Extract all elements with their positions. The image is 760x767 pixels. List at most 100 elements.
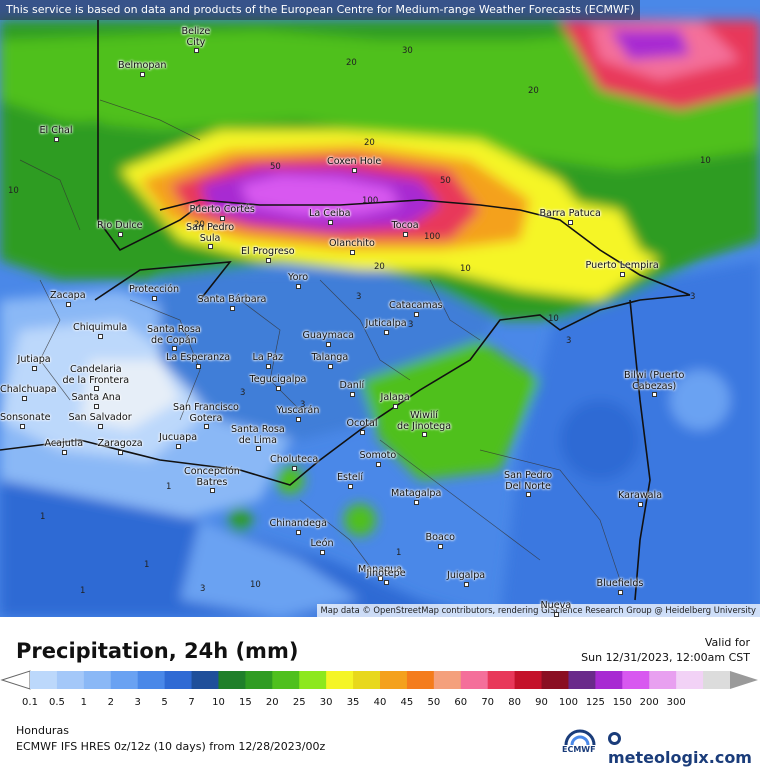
city-marker bbox=[403, 232, 408, 237]
contour-label: 10 bbox=[250, 580, 261, 590]
colorbar-segment bbox=[137, 671, 166, 689]
colorbar-tick-label: 7 bbox=[188, 697, 195, 708]
city-label: El Chal bbox=[39, 125, 73, 136]
city-marker bbox=[352, 168, 357, 173]
contour-label: 1 bbox=[166, 482, 172, 492]
color-scale-bar bbox=[0, 670, 758, 690]
contour-label: 1 bbox=[144, 560, 150, 570]
city-marker bbox=[94, 404, 99, 409]
city-marker bbox=[266, 364, 271, 369]
city-label: Acajutla bbox=[44, 438, 84, 449]
contour-label: 30 bbox=[402, 46, 413, 56]
city-label: Chiquimula bbox=[73, 322, 128, 333]
city-marker bbox=[208, 244, 213, 249]
city-label: El Progreso bbox=[241, 246, 295, 257]
contour-label: 10 bbox=[700, 156, 711, 166]
city-label: Juigalpa bbox=[447, 570, 486, 581]
city-marker bbox=[54, 137, 59, 142]
precipitation-field bbox=[0, 0, 760, 617]
city-marker bbox=[220, 216, 225, 221]
city-marker bbox=[152, 296, 157, 301]
city-marker bbox=[204, 424, 209, 429]
colorbar-tick-label: 200 bbox=[639, 697, 659, 708]
colorbar-segment bbox=[30, 671, 58, 689]
city-label: Guaymaca bbox=[302, 330, 354, 341]
colorbar-tick-label: 300 bbox=[666, 697, 686, 708]
city-marker bbox=[276, 386, 281, 391]
contour-label: 50 bbox=[440, 176, 451, 186]
city-marker bbox=[348, 484, 353, 489]
colorbar-tick-label: 50 bbox=[427, 697, 441, 708]
city-marker bbox=[196, 364, 201, 369]
colorbar-tick-label: 90 bbox=[535, 697, 548, 708]
city-label: Concepción Batres bbox=[184, 466, 240, 488]
city-label: Boaco bbox=[425, 532, 455, 543]
city-label: Juticalpa bbox=[365, 318, 407, 329]
colorbar-segment bbox=[487, 671, 516, 689]
contour-label: 3 bbox=[300, 400, 306, 410]
city-marker bbox=[376, 462, 381, 467]
city-marker bbox=[438, 544, 443, 549]
city-marker bbox=[62, 450, 67, 455]
colorbar-tick-label: 45 bbox=[400, 697, 414, 708]
colorbar-segment bbox=[299, 671, 327, 689]
contour-label: 3 bbox=[690, 292, 696, 302]
city-label: Jalapa bbox=[380, 392, 410, 403]
city-marker bbox=[296, 284, 301, 289]
colorbar-segment bbox=[406, 671, 435, 689]
colorbar-segment bbox=[191, 671, 219, 689]
city-marker bbox=[638, 502, 643, 507]
city-label: San Francisco Gotera bbox=[173, 402, 239, 424]
city-marker bbox=[328, 364, 333, 369]
city-label: Bilwi (Puerto Cabezas) bbox=[624, 370, 685, 392]
city-label: Estelí bbox=[337, 472, 364, 483]
colorbar-segment bbox=[460, 671, 489, 689]
colorbar-segment bbox=[380, 671, 408, 689]
city-label: Yoro bbox=[288, 272, 309, 283]
colorbar-tick-label: 125 bbox=[585, 697, 605, 708]
colorbar-segment bbox=[56, 671, 85, 689]
meteologix-logo[interactable]: meteologix.com bbox=[608, 729, 760, 767]
colorbar-tick-label: 70 bbox=[481, 697, 495, 708]
ecmwf-logo-text: ECMWF bbox=[562, 745, 596, 754]
contour-label: 20 bbox=[194, 220, 205, 230]
colorbar-segment bbox=[649, 671, 677, 689]
colorbar-tick-label: 3 bbox=[134, 697, 141, 708]
city-marker bbox=[384, 330, 389, 335]
colorbar-min-arrow bbox=[0, 670, 31, 690]
city-label: Santa Bárbara bbox=[197, 294, 267, 305]
colorbar-tick-label: 150 bbox=[612, 697, 632, 708]
city-marker bbox=[22, 396, 27, 401]
city-label: Zaragoza bbox=[97, 438, 143, 449]
city-label: Nueva bbox=[540, 600, 572, 611]
colorbar-tick-label: 100 bbox=[558, 697, 578, 708]
colorbar-tick-label: 30 bbox=[319, 697, 333, 708]
map-title: Precipitation, 24h (mm) bbox=[16, 639, 299, 663]
city-marker bbox=[140, 72, 145, 77]
city-label: Protección bbox=[129, 284, 180, 295]
precipitation-map[interactable]: This service is based on data and produc… bbox=[0, 0, 760, 617]
city-label: Olanchito bbox=[329, 238, 375, 249]
contour-label: 100 bbox=[362, 196, 379, 206]
colorbar-tick-label: 0.1 bbox=[22, 697, 38, 708]
colorbar-segment bbox=[83, 671, 112, 689]
colorbar-tick-label: 2 bbox=[107, 697, 114, 708]
contour-label: 3 bbox=[200, 584, 206, 594]
meteologix-logo-icon bbox=[608, 732, 621, 745]
city-label: Bluefields bbox=[596, 578, 644, 589]
city-marker bbox=[320, 550, 325, 555]
city-marker bbox=[296, 530, 301, 535]
contour-label: 1 bbox=[80, 586, 86, 596]
colorbar-segment bbox=[568, 671, 596, 689]
valid-time-box: Valid for Sun 12/31/2023, 12:00am CST bbox=[581, 635, 750, 665]
colorbar-tick-label: 10 bbox=[212, 697, 225, 708]
region-name: Honduras bbox=[16, 724, 69, 737]
city-label: Karawala bbox=[618, 490, 663, 501]
city-label: Sonsonate bbox=[0, 412, 51, 423]
city-marker bbox=[118, 450, 123, 455]
map-attribution[interactable]: Map data © OpenStreetMap contributors, r… bbox=[316, 604, 760, 617]
city-marker bbox=[350, 250, 355, 255]
city-marker bbox=[98, 334, 103, 339]
city-marker bbox=[194, 48, 199, 53]
contour-label: 20 bbox=[374, 262, 385, 272]
